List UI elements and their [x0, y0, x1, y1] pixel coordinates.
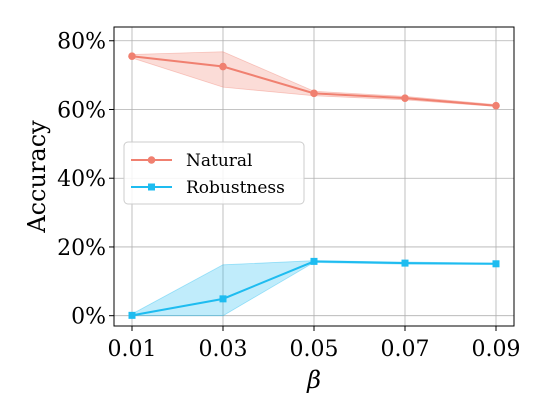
point-natural [401, 94, 409, 102]
legend-natural-label: Natural [186, 151, 253, 171]
x-tick-label: 0.05 [290, 337, 339, 362]
y-tick-label: 60% [57, 98, 106, 123]
y-tick-label: 0% [71, 305, 106, 330]
legend-natural-marker [147, 156, 156, 164]
point-robustness [492, 260, 500, 268]
point-robustness [128, 311, 136, 319]
point-robustness [310, 257, 318, 265]
point-natural [310, 89, 318, 98]
x-tick-label: 0.07 [381, 337, 430, 362]
y-tick-label: 20% [57, 236, 106, 261]
legend-robustness-marker [148, 183, 155, 191]
y-axis-label: Accuracy [23, 120, 51, 234]
grid [114, 27, 514, 326]
x-tick-label: 0.09 [472, 337, 521, 362]
point-robustness [219, 295, 227, 303]
point-robustness [401, 259, 409, 267]
x-axis-label: β [306, 366, 321, 394]
y-tick-label: 80% [57, 30, 106, 55]
x-tick-label: 0.03 [199, 337, 248, 362]
legend-robustness-label: Robustness [186, 178, 285, 198]
point-natural [219, 62, 227, 71]
legend: Natural Robustness [123, 141, 305, 205]
series-lines [128, 52, 500, 319]
point-natural [128, 52, 136, 61]
x-tick-label: 0.01 [108, 337, 157, 362]
legend-box [123, 141, 305, 205]
point-natural [492, 101, 500, 110]
y-tick-label: 40% [57, 167, 106, 192]
axis-ticks: 0.01 0.03 0.05 0.07 0.09 0% 20% 40% 60% 80% [57, 30, 520, 362]
